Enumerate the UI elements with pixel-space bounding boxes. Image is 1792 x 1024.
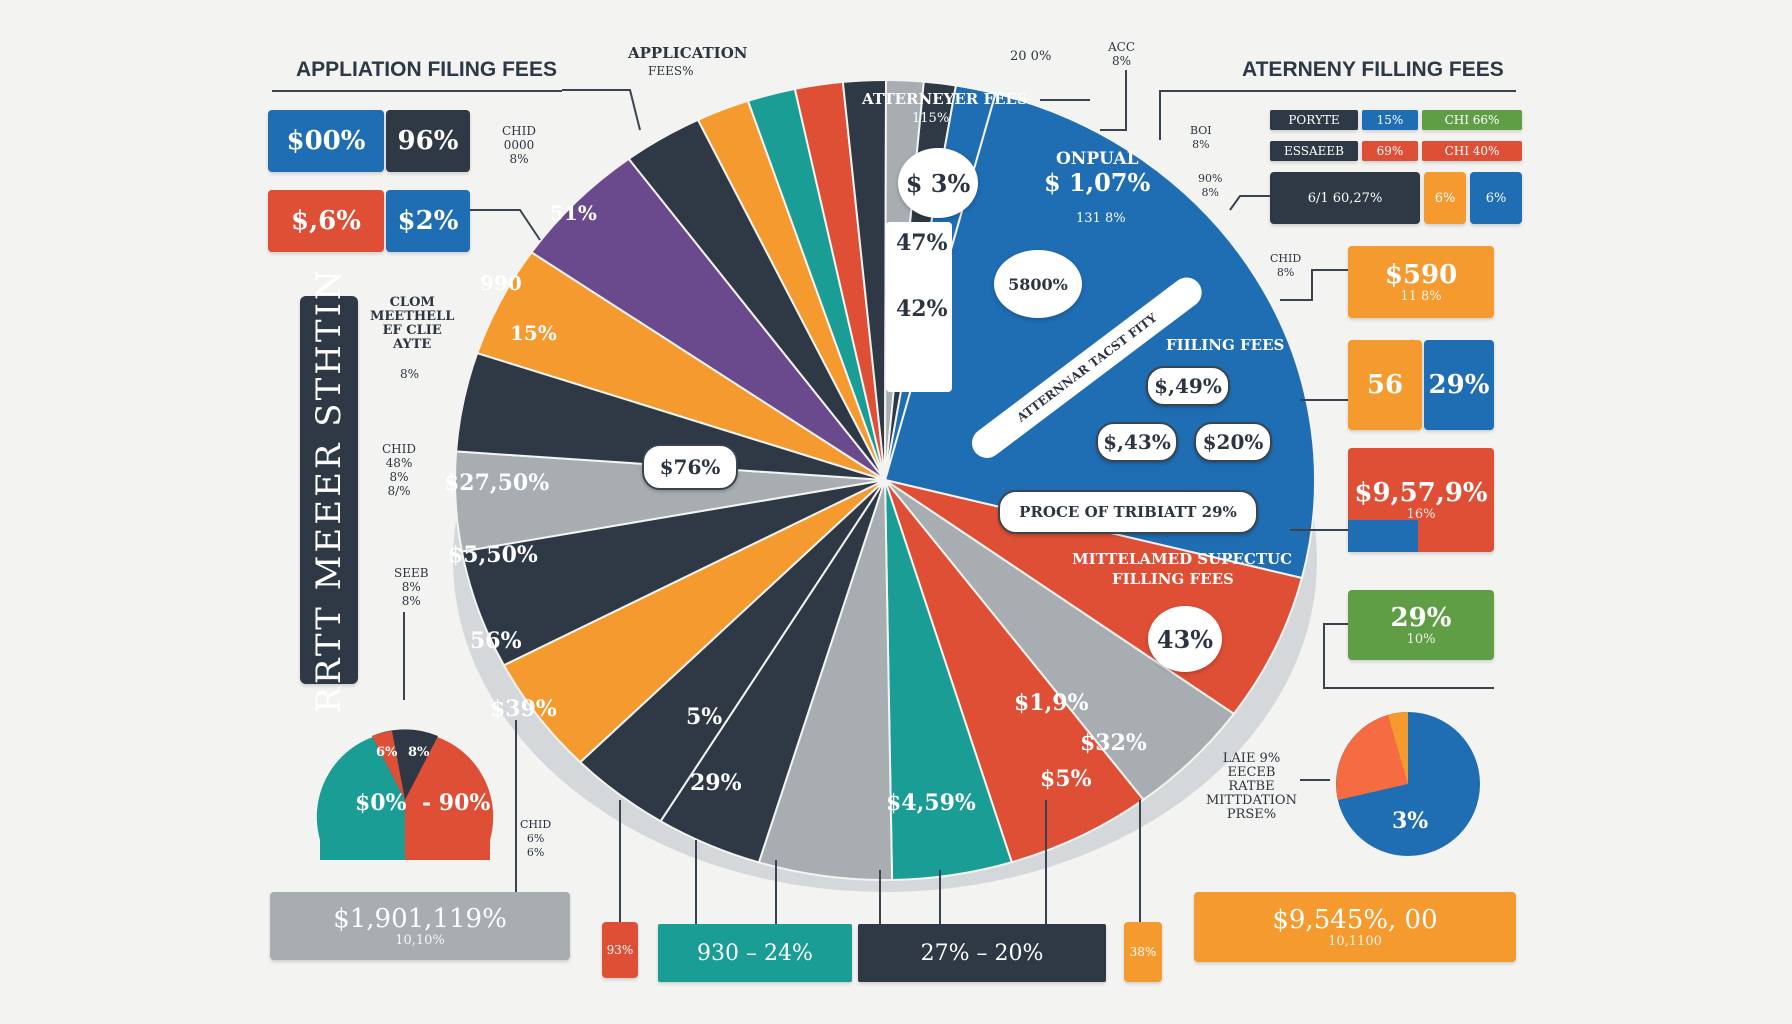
left-note-3: SEEB 8% 8% <box>394 566 429 608</box>
segment-label-4: $5,50% <box>448 542 538 568</box>
top-app-label: APPLICATION <box>628 44 748 62</box>
left-box-2a: $,6% <box>268 190 384 252</box>
right-bottom-box: $9,545%, 00 10,1100 <box>1194 892 1516 962</box>
right-mini-orange <box>1336 712 1408 800</box>
proce-pill: PROCE OF TRIBIATT 29% <box>998 490 1258 534</box>
filling-fees-label: FIILING FEES <box>1166 336 1285 354</box>
right-mini-label: 3% <box>1392 808 1428 834</box>
top-app-sub: FEES% <box>648 64 694 78</box>
bottom-dark-box: 27% – 20% <box>858 924 1106 982</box>
mini-red-slice <box>405 731 494 860</box>
right-box-b4: 29% 10% <box>1348 590 1494 660</box>
callout-column <box>886 222 952 392</box>
onpual-sub: 131 8% <box>1076 211 1126 226</box>
mini-label-d: 8% <box>408 745 430 760</box>
right-box-9: 6% <box>1470 172 1522 224</box>
pill-2: $,43% <box>1096 422 1178 462</box>
mini-red-wedge <box>372 731 405 800</box>
left-box-1a: $00% <box>268 110 384 172</box>
right-tag-6: CHI 40% <box>1422 141 1522 161</box>
mini-label-a: $0% <box>355 790 407 816</box>
segment-label-2: 15% <box>510 321 557 345</box>
right-box-7: 6/1 60,27% <box>1270 172 1420 224</box>
callout-3: 42% <box>896 296 948 322</box>
callout-1: $ 3% <box>898 148 978 218</box>
right-tag-1: PORYTE <box>1270 110 1358 130</box>
right-tag-3: CHI 66% <box>1422 110 1522 130</box>
callout-2: 47% <box>896 230 948 256</box>
attorney-fees-label: ATTERNEYER FEES <box>862 90 1028 108</box>
pie-slice-13 <box>530 157 886 481</box>
bottom-left-tag: 93% <box>602 922 638 978</box>
segment-label-7: 5% <box>686 704 722 730</box>
right-box-8: 6% <box>1424 172 1466 224</box>
mini-label-b: - 90% <box>422 790 490 816</box>
left-clom-sub: 8% <box>400 367 420 381</box>
segment-label-8: 29% <box>690 770 742 796</box>
onpual-label: ONPUAL <box>1056 149 1139 169</box>
segment-label-12: $32% <box>1080 730 1147 756</box>
top-pct: 20 0% <box>1010 49 1052 64</box>
left-note-1: CHID 0000 8% <box>502 124 537 166</box>
right-tag-4: ESSAEEB <box>1270 141 1358 161</box>
left-clom-label: CLOM MEETHELL EF CLIE AYTE <box>370 295 455 352</box>
attorney-fees-sub: 115% <box>912 111 950 126</box>
mitt-label-2: FILLING FEES <box>1112 570 1234 588</box>
segment-label-1: 990 <box>480 271 522 295</box>
left-note-2: CHID 48% 8% 8/% <box>382 442 417 498</box>
bottom-teal-box: 930 – 24% <box>658 924 852 982</box>
mini-label-c: 6% <box>376 745 398 760</box>
left-mini-chart: $0% - 90% 6% 8% <box>316 729 494 860</box>
right-box-b3-accent <box>1348 520 1418 552</box>
right-tag-5: 69% <box>1362 141 1418 161</box>
right-box-b1: $590 11 8% <box>1348 246 1494 318</box>
vertical-label-box: RRTT MEEER STHTIN <box>300 267 358 713</box>
right-lal-note: LAIE 9% EECEB RATBE MITTDATION PRSE% <box>1206 751 1297 822</box>
callout-5: 43% <box>1148 606 1222 672</box>
pie-slice-3 <box>884 479 1145 864</box>
left-title: APPLIATION FILING FEES <box>296 58 557 81</box>
pill-1: $,49% <box>1146 366 1230 406</box>
left-box-1b: 96% <box>386 110 470 172</box>
mini-teal-slice <box>316 731 405 860</box>
onpual-value: $ 1,07% <box>1044 168 1151 197</box>
segment-label-3: $27,50% <box>444 470 549 496</box>
right-box-b2a: 56 <box>1348 340 1422 430</box>
left-title-rule <box>272 90 562 92</box>
left-box-2b: $2% <box>386 190 470 252</box>
right-note-2: 90% 8% <box>1198 172 1223 199</box>
right-mini-pie: 3% <box>1336 712 1480 856</box>
top-pct2: ACC 8% <box>1108 40 1136 68</box>
right-tag-2: 15% <box>1362 110 1418 130</box>
right-title: ATERNENY FILLING FEES <box>1242 58 1504 81</box>
segment-label-0: 51% <box>550 201 597 225</box>
right-note-1: BOI 8% <box>1190 124 1212 151</box>
callout-4: 5800% <box>994 250 1082 318</box>
pie-labels: 51% 990 15% $27,50% $5,50% 56% $39% 5% 29% $4,59%… <box>444 201 1147 816</box>
bottom-right-tag: 38% <box>1124 922 1162 982</box>
pill-76: $76% <box>642 444 738 490</box>
right-note-3: CHID 8% <box>1270 252 1302 279</box>
left-bottom-box: $1,901,119% 10,10% <box>270 892 570 960</box>
right-mini-yellow <box>1388 712 1408 784</box>
pill-3: $20% <box>1194 422 1272 462</box>
segment-label-10: $1,9% <box>1014 690 1089 716</box>
segment-label-11: $5% <box>1040 766 1092 792</box>
right-title-rule <box>1160 90 1516 92</box>
left-mini-note: CHID 6% 6% <box>520 818 552 859</box>
mitt-label: MITTELAMED SUPECTUC <box>1072 550 1293 568</box>
segment-label-6: $39% <box>490 696 557 722</box>
segment-label-5: 56% <box>470 628 522 654</box>
pie-slices <box>454 78 1316 881</box>
right-box-b2b: 29% <box>1424 340 1494 430</box>
segment-label-9: $4,59% <box>886 790 976 816</box>
